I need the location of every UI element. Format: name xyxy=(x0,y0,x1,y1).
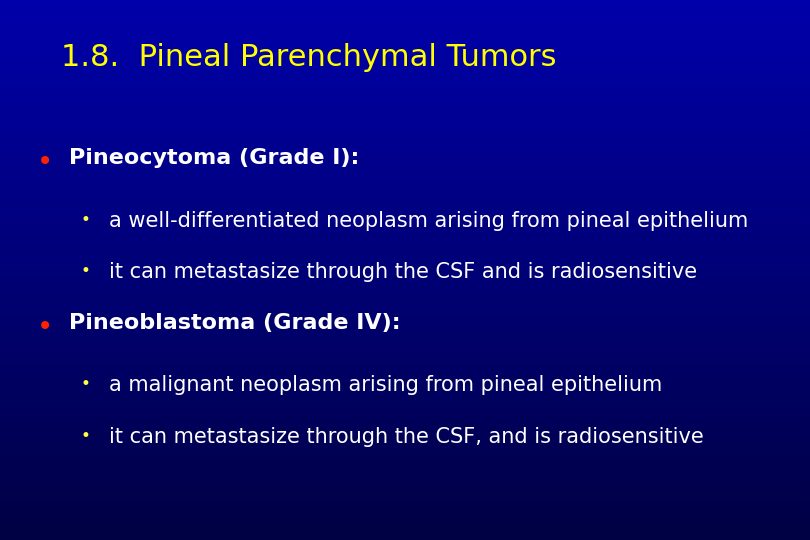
Text: Pineocytoma (Grade I):: Pineocytoma (Grade I): xyxy=(69,148,359,168)
Text: •: • xyxy=(36,148,53,177)
Text: it can metastasize through the CSF and is radiosensitive: it can metastasize through the CSF and i… xyxy=(109,262,697,282)
Text: it can metastasize through the CSF, and is radiosensitive: it can metastasize through the CSF, and … xyxy=(109,427,704,447)
Text: a well-differentiated neoplasm arising from pineal epithelium: a well-differentiated neoplasm arising f… xyxy=(109,211,748,231)
Text: 1.8.  Pineal Parenchymal Tumors: 1.8. Pineal Parenchymal Tumors xyxy=(61,43,556,72)
Text: •: • xyxy=(80,375,90,393)
Text: •: • xyxy=(36,313,53,341)
Text: a malignant neoplasm arising from pineal epithelium: a malignant neoplasm arising from pineal… xyxy=(109,375,663,395)
Text: •: • xyxy=(80,427,90,444)
Text: Pineoblastoma (Grade IV):: Pineoblastoma (Grade IV): xyxy=(69,313,400,333)
Text: •: • xyxy=(80,211,90,228)
Text: •: • xyxy=(80,262,90,280)
